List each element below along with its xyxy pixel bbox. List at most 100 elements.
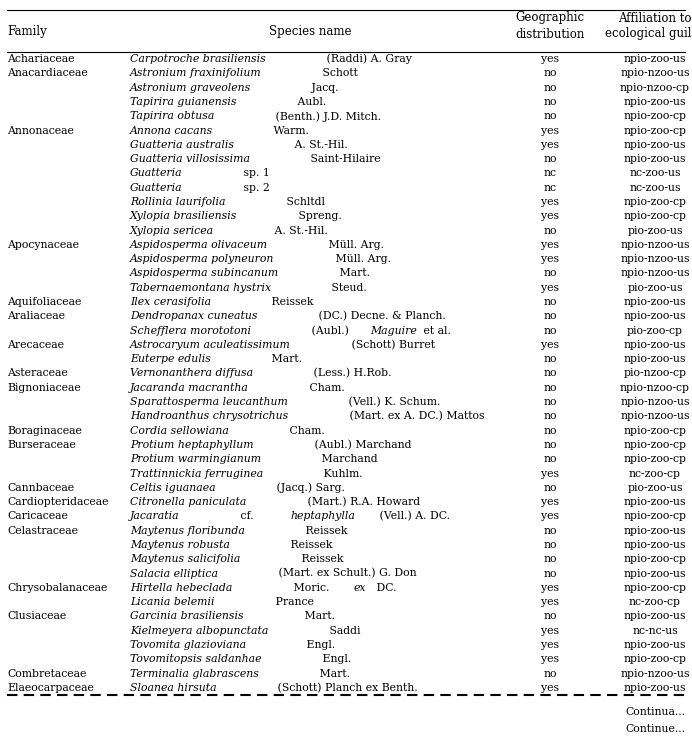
Text: no: no: [543, 268, 557, 279]
Text: npio-zoo-cp: npio-zoo-cp: [623, 111, 686, 121]
Text: Aquifoliaceae: Aquifoliaceae: [7, 297, 82, 307]
Text: Elaeocarpaceae: Elaeocarpaceae: [7, 683, 94, 693]
Text: no: no: [543, 69, 557, 78]
Text: (Vell.) K. Schum.: (Vell.) K. Schum.: [345, 397, 441, 407]
Text: Aspidosperma olivaceum: Aspidosperma olivaceum: [130, 240, 268, 250]
Text: Maytenus salicifolia: Maytenus salicifolia: [130, 554, 240, 564]
Text: Astronium fraxinifolium: Astronium fraxinifolium: [130, 69, 262, 78]
Text: npio-zoo-cp: npio-zoo-cp: [623, 583, 686, 593]
Text: Salacia elliptica: Salacia elliptica: [130, 568, 218, 578]
Text: Geographic
distribution: Geographic distribution: [516, 11, 585, 40]
Text: (Mart. ex A. DC.) Mattos: (Mart. ex A. DC.) Mattos: [345, 411, 484, 421]
Text: et al.: et al.: [420, 326, 450, 335]
Text: Guatteria: Guatteria: [130, 183, 183, 193]
Text: Mart.: Mart.: [301, 611, 335, 622]
Text: nc-nc-us: nc-nc-us: [632, 626, 678, 636]
Text: yes: yes: [541, 683, 559, 693]
Text: npio-zoo-us: npio-zoo-us: [623, 611, 686, 622]
Text: no: no: [543, 311, 557, 321]
Text: npio-nzoo-us: npio-nzoo-us: [620, 268, 690, 279]
Text: Annona cacans: Annona cacans: [130, 125, 213, 136]
Text: Tapirira guianensis: Tapirira guianensis: [130, 97, 237, 107]
Text: yes: yes: [541, 597, 559, 607]
Text: Astronium graveolens: Astronium graveolens: [130, 83, 251, 93]
Text: Moric.: Moric.: [290, 583, 332, 593]
Text: Mart.: Mart.: [316, 669, 350, 678]
Text: Jacaranda macrantha: Jacaranda macrantha: [130, 382, 249, 393]
Text: no: no: [543, 354, 557, 365]
Text: Garcinia brasiliensis: Garcinia brasiliensis: [130, 611, 244, 622]
Text: Xylopia brasiliensis: Xylopia brasiliensis: [130, 211, 237, 221]
Text: yes: yes: [541, 640, 559, 650]
Text: (DC.) Decne. & Planch.: (DC.) Decne. & Planch.: [315, 311, 446, 321]
Text: Guatteria villosissima: Guatteria villosissima: [130, 154, 250, 164]
Text: npio-nzoo-us: npio-nzoo-us: [620, 254, 690, 264]
Text: yes: yes: [541, 125, 559, 136]
Text: no: no: [543, 554, 557, 564]
Text: Mart.: Mart.: [336, 268, 370, 279]
Text: no: no: [543, 83, 557, 93]
Text: yes: yes: [541, 626, 559, 636]
Text: pio-nzoo-cp: pio-nzoo-cp: [623, 368, 686, 379]
Text: Maytenus floribunda: Maytenus floribunda: [130, 526, 245, 536]
Text: Terminalia glabrascens: Terminalia glabrascens: [130, 669, 259, 678]
Text: Tabernaemontana hystrix: Tabernaemontana hystrix: [130, 283, 271, 293]
Text: npio-zoo-us: npio-zoo-us: [623, 154, 686, 164]
Text: Caricaceae: Caricaceae: [7, 512, 68, 521]
Text: Arecaceae: Arecaceae: [7, 340, 64, 350]
Text: no: no: [543, 97, 557, 107]
Text: Prance: Prance: [272, 597, 313, 607]
Text: nc: nc: [543, 183, 556, 193]
Text: npio-zoo-us: npio-zoo-us: [623, 683, 686, 693]
Text: npio-zoo-cp: npio-zoo-cp: [623, 454, 686, 464]
Text: no: no: [543, 397, 557, 407]
Text: Boraginaceae: Boraginaceae: [7, 426, 82, 436]
Text: A. St.-Hil.: A. St.-Hil.: [271, 226, 328, 235]
Text: npio-zoo-us: npio-zoo-us: [623, 311, 686, 321]
Text: yes: yes: [541, 340, 559, 350]
Text: Protium warmingianum: Protium warmingianum: [130, 454, 261, 464]
Text: no: no: [543, 111, 557, 121]
Text: A. St.-Hil.: A. St.-Hil.: [291, 140, 348, 150]
Text: (Raddi) A. Gray: (Raddi) A. Gray: [323, 54, 412, 64]
Text: yes: yes: [541, 240, 559, 250]
Text: Spreng.: Spreng.: [295, 211, 341, 221]
Text: Reissek: Reissek: [268, 297, 314, 307]
Text: Engl.: Engl.: [319, 654, 351, 664]
Text: no: no: [543, 568, 557, 578]
Text: npio-nzoo-us: npio-nzoo-us: [620, 669, 690, 678]
Text: yes: yes: [541, 54, 559, 64]
Text: Aubl.: Aubl.: [293, 97, 326, 107]
Text: Clusiaceae: Clusiaceae: [7, 611, 66, 622]
Text: Achariaceae: Achariaceae: [7, 54, 75, 64]
Text: Bignoniaceae: Bignoniaceae: [7, 382, 81, 393]
Text: (Less.) H.Rob.: (Less.) H.Rob.: [311, 368, 392, 379]
Text: sp. 1: sp. 1: [240, 169, 270, 179]
Text: npio-nzoo-cp: npio-nzoo-cp: [620, 382, 690, 393]
Text: Müll. Arg.: Müll. Arg.: [325, 240, 384, 250]
Text: Engl.: Engl.: [303, 640, 336, 650]
Text: Cham.: Cham.: [306, 382, 345, 393]
Text: npio-nzoo-cp: npio-nzoo-cp: [620, 83, 690, 93]
Text: pio-zoo-us: pio-zoo-us: [627, 483, 683, 493]
Text: yes: yes: [541, 197, 559, 207]
Text: Saddi: Saddi: [326, 626, 360, 636]
Text: (Schott) Burret: (Schott) Burret: [348, 340, 435, 350]
Text: Aspidosperma polyneuron: Aspidosperma polyneuron: [130, 254, 274, 264]
Text: Tapirira obtusa: Tapirira obtusa: [130, 111, 215, 121]
Text: (Benth.) J.D. Mitch.: (Benth.) J.D. Mitch.: [272, 111, 381, 122]
Text: npio-zoo-cp: npio-zoo-cp: [623, 440, 686, 450]
Text: npio-zoo-cp: npio-zoo-cp: [623, 512, 686, 521]
Text: yes: yes: [541, 211, 559, 221]
Text: Reissek: Reissek: [302, 526, 347, 536]
Text: Burseraceae: Burseraceae: [7, 440, 75, 450]
Text: (Schott) Planch ex Benth.: (Schott) Planch ex Benth.: [274, 683, 417, 693]
Text: Warm.: Warm.: [271, 125, 309, 136]
Text: Protium heptaphyllum: Protium heptaphyllum: [130, 440, 254, 450]
Text: Cham.: Cham.: [286, 426, 325, 436]
Text: npio-zoo-us: npio-zoo-us: [623, 297, 686, 307]
Text: Continua...: Continua...: [625, 707, 685, 717]
Text: Annonaceae: Annonaceae: [7, 125, 74, 136]
Text: Maguire: Maguire: [370, 326, 417, 335]
Text: (Vell.) A. DC.: (Vell.) A. DC.: [376, 511, 450, 521]
